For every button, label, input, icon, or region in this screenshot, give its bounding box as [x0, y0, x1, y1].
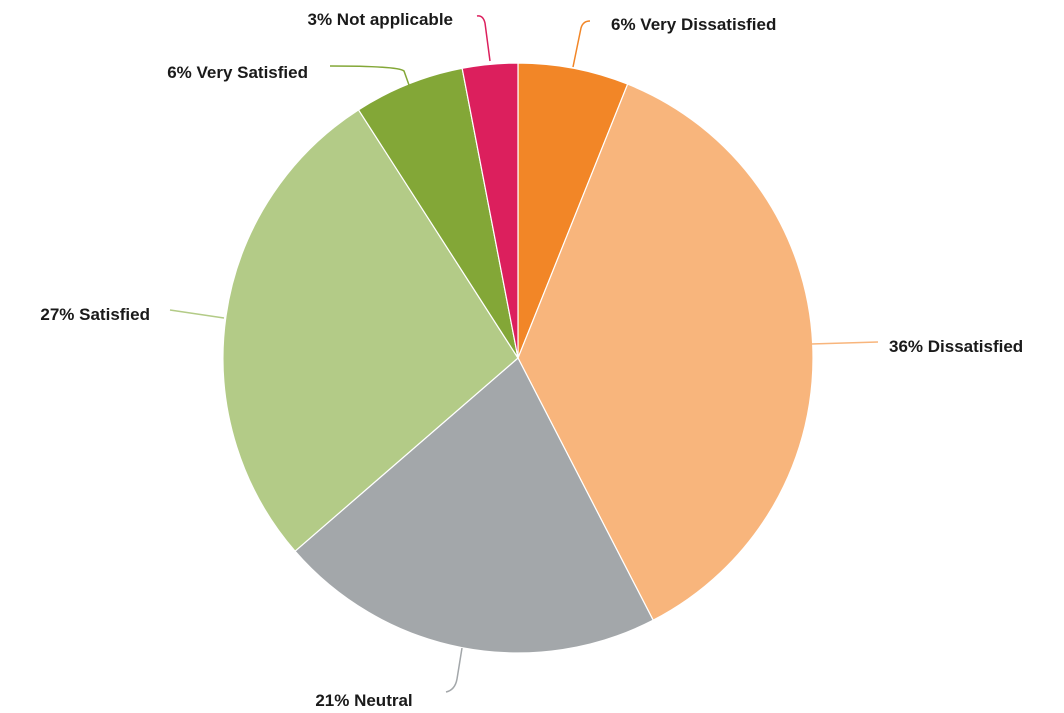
leader-very-dissatisfied: [572, 20, 591, 68]
slice-labels: 6% Very Dissatisfied 36% Dissatisfied 21…: [40, 10, 1023, 710]
leader-very-satisfied: [329, 65, 410, 86]
label-neutral: 21% Neutral: [315, 691, 412, 710]
label-satisfied: 27% Satisfied: [40, 305, 150, 324]
leader-neutral: [445, 647, 463, 693]
slice-neutral: [294, 357, 654, 654]
label-very-satisfied: 6% Very Satisfied: [167, 63, 308, 82]
label-dissatisfied: 36% Dissatisfied: [889, 337, 1023, 356]
label-very-dissatisfied: 6% Very Dissatisfied: [611, 15, 776, 34]
slice-satisfied: [222, 109, 519, 553]
slice-not-applicable: [461, 62, 519, 359]
leader-lines: [169, 15, 879, 693]
leader-not-applicable: [476, 15, 491, 62]
leader-dissatisfied: [810, 341, 879, 345]
leader-satisfied: [169, 309, 225, 319]
label-not-applicable: 3% Not applicable: [308, 10, 453, 29]
pie-slices: [222, 62, 814, 654]
